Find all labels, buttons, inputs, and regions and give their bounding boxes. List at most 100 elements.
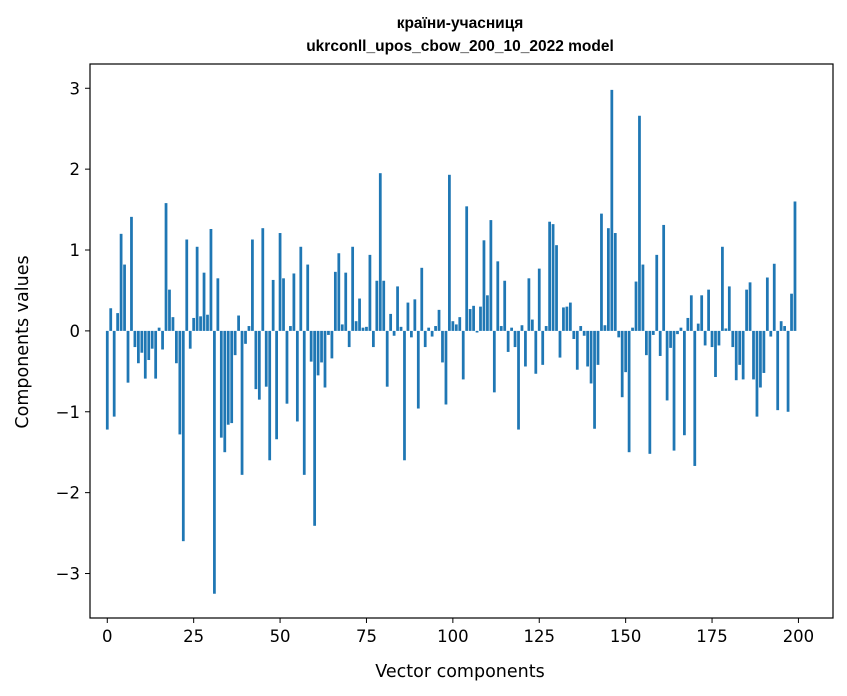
bar: [793, 201, 797, 331]
bar: [278, 233, 282, 331]
bar: [769, 330, 773, 337]
bar: [209, 228, 213, 331]
bar: [358, 298, 361, 331]
bar: [361, 327, 365, 331]
bar: [617, 330, 621, 338]
bar: [672, 330, 676, 451]
x-tick-label: 0: [102, 627, 113, 646]
bar: [268, 330, 272, 461]
bar: [575, 330, 579, 370]
bar: [689, 295, 693, 331]
bar: [233, 330, 237, 356]
bar: [143, 330, 147, 379]
bar: [527, 278, 531, 331]
bar: [627, 330, 631, 453]
bar: [396, 286, 399, 331]
bar: [548, 221, 551, 331]
bar: [610, 89, 614, 331]
bar: [755, 330, 759, 417]
bar: [779, 321, 783, 331]
bar: [665, 330, 669, 401]
bar: [282, 278, 285, 331]
bar: [371, 330, 375, 348]
bar: [479, 306, 482, 331]
bar: [555, 245, 558, 331]
bar: [734, 330, 738, 381]
bar: [230, 330, 234, 424]
bar: [683, 330, 686, 436]
bar: [752, 330, 755, 380]
bar: [790, 293, 793, 331]
bar: [302, 330, 306, 475]
bar: [731, 330, 735, 348]
bar: [721, 246, 724, 331]
bar: [693, 330, 697, 466]
bar: [454, 324, 458, 331]
bar: [157, 327, 161, 331]
bar: [185, 239, 189, 331]
bar: [558, 330, 562, 358]
bar: [375, 280, 379, 331]
bar: [606, 228, 610, 331]
bar: [465, 206, 469, 331]
bar: [105, 330, 109, 430]
y-axis-ticks: −3 −2 −1 0 1 2 3: [56, 79, 90, 584]
bar: [333, 271, 337, 331]
bar: [309, 330, 313, 362]
bar: [506, 330, 510, 352]
bar: [226, 330, 230, 425]
bar: [662, 224, 666, 331]
bar: [645, 330, 648, 356]
bar: [448, 174, 451, 331]
y-tick-label: 1: [70, 241, 81, 260]
bar: [631, 327, 634, 331]
y-tick-label: −1: [56, 403, 80, 422]
bar: [679, 327, 683, 331]
bar: [289, 326, 292, 331]
bar: [541, 330, 545, 365]
bar: [168, 289, 171, 331]
bar: [444, 330, 448, 405]
bar: [517, 330, 520, 430]
bar: [340, 324, 344, 331]
bar: [254, 330, 258, 390]
bar: [164, 203, 168, 331]
bar: [489, 220, 493, 331]
bar: [434, 326, 437, 331]
bar: [181, 330, 185, 542]
bar: [337, 253, 341, 331]
x-axis-ticks: 0 25 50 75 100 125 150 175 200: [102, 618, 814, 646]
y-tick-label: 3: [70, 79, 81, 98]
bar: [130, 216, 133, 331]
bar: [413, 299, 417, 331]
bar: [738, 330, 742, 365]
bar: [582, 330, 586, 336]
bar: [368, 254, 372, 331]
bar: [271, 279, 275, 331]
bar: [406, 302, 410, 331]
bar: [468, 309, 472, 331]
bar: [126, 330, 130, 383]
bar: [572, 330, 576, 339]
bar: [219, 330, 223, 438]
bar: [741, 330, 745, 380]
bar: [147, 330, 151, 361]
bar: [451, 321, 455, 331]
bar: [313, 330, 317, 526]
bar: [392, 330, 396, 336]
bar: [403, 330, 406, 461]
bar: [475, 330, 479, 333]
bar: [565, 306, 569, 331]
bar: [240, 330, 244, 475]
plot-frame: [89, 63, 834, 619]
bar: [244, 330, 247, 344]
bar: [669, 330, 672, 348]
bar: [195, 246, 199, 331]
bar: [551, 224, 555, 331]
bar: [544, 326, 548, 331]
bar: [510, 327, 513, 331]
bar: [365, 326, 368, 331]
bar: [603, 325, 607, 331]
bar: [327, 330, 330, 335]
bar: [772, 263, 776, 331]
